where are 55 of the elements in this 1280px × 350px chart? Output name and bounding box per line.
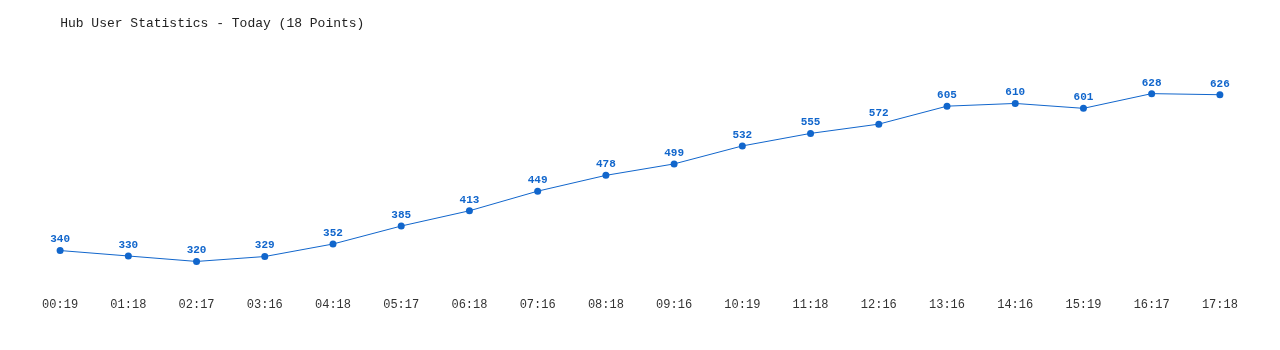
x-tick-label: 13:16 (928, 298, 966, 312)
x-tick-label: 14:16 (997, 298, 1034, 312)
data-label: 329 (254, 239, 275, 252)
x-tick-label: 05:17 (383, 298, 420, 312)
data-label: 628 (1141, 76, 1162, 89)
point (943, 102, 951, 110)
data-label: 449 (527, 174, 548, 187)
point (875, 120, 883, 128)
point (670, 160, 678, 168)
x-tick-label: 09:16 (656, 298, 693, 312)
data-label: 320 (186, 244, 207, 257)
point (329, 240, 337, 248)
x-tick-label: 06:18 (451, 298, 488, 312)
x-tick-label: 17:18 (1201, 298, 1238, 312)
point (534, 187, 542, 195)
point (193, 257, 201, 265)
data-label: 478 (595, 158, 617, 171)
data-label: 532 (732, 128, 753, 141)
x-tick-label: 07:16 (519, 298, 556, 312)
data-label: 605 (937, 89, 958, 102)
x-tick-label: 12:16 (860, 298, 897, 312)
point (1079, 104, 1087, 112)
chart-title: Hub User Statistics - Today (18 Points) (60, 15, 365, 31)
x-tick-label: 10:19 (724, 298, 761, 312)
data-label: 413 (459, 193, 480, 206)
data-label: 601 (1073, 91, 1094, 104)
x-tick-label: 04:18 (314, 298, 352, 312)
x-tick-label: 08:18 (587, 298, 624, 312)
data-label: 499 (664, 146, 685, 159)
x-tick-label: 02:17 (178, 298, 215, 312)
point (397, 222, 405, 230)
point (56, 247, 64, 255)
data-label: 352 (323, 226, 343, 239)
point (1148, 90, 1156, 98)
x-tick-label: 11:18 (792, 298, 829, 312)
point (465, 207, 473, 215)
data-label: 340 (50, 233, 71, 246)
x-tick-label: 01:18 (110, 298, 147, 312)
data-label: 610 (1005, 86, 1026, 99)
data-label: 385 (391, 208, 412, 221)
point (1216, 91, 1224, 99)
point (1011, 99, 1019, 107)
data-label: 330 (118, 238, 139, 251)
x-tick-label: 15:19 (1065, 298, 1102, 312)
data-label: 572 (868, 107, 889, 120)
point (738, 142, 746, 150)
point (807, 129, 815, 137)
x-tick-label: 16:17 (1133, 298, 1170, 312)
point (124, 252, 132, 260)
point (261, 253, 269, 261)
x-tick-label: 03:16 (246, 298, 283, 312)
x-tick-label: 00:19 (42, 298, 79, 312)
data-label: 626 (1209, 77, 1230, 90)
data-label: 555 (800, 116, 821, 129)
point (602, 171, 610, 179)
